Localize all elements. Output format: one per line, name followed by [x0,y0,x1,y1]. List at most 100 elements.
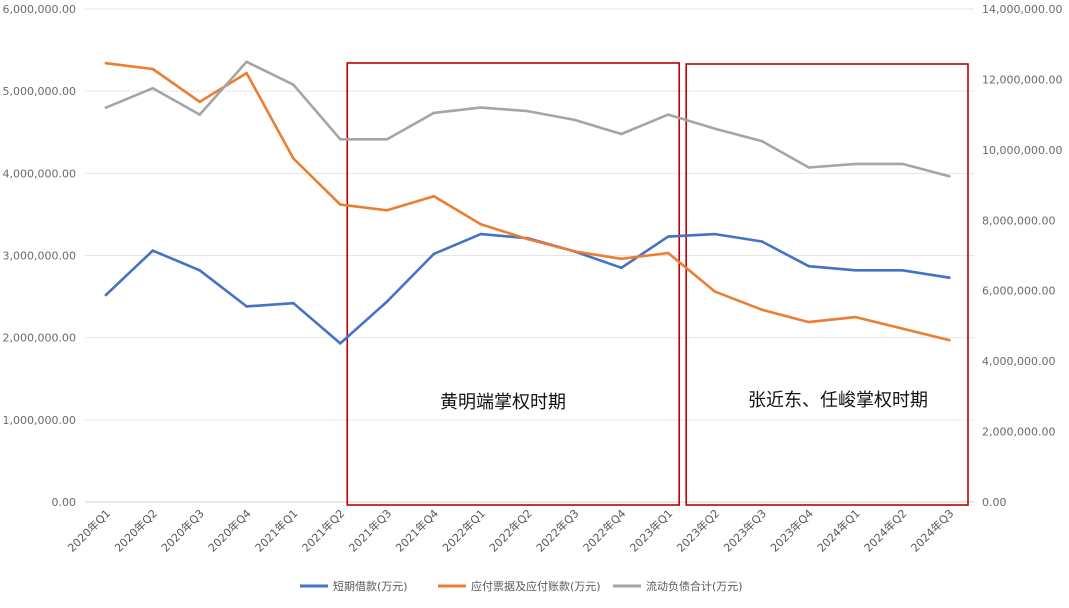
x-axis-tick-label: 2022年Q3 [533,506,582,555]
x-axis-tick-label: 2024年Q1 [814,506,863,555]
data-point [854,162,857,166]
right-axis-tick-label: 14,000,000.00 [982,3,1062,16]
x-axis-tick-label: 2020年Q3 [158,506,207,555]
left-axis-tick-label: 0.00 [52,496,77,509]
data-point [479,106,483,109]
data-point [948,174,951,178]
data-point [948,338,951,342]
data-point [385,137,389,141]
x-axis-tick-label: 2021年Q3 [346,506,395,555]
x-axis-tick-label: 2022年Q4 [580,506,629,555]
right-axis-tick-label: 2,000,000.00 [982,426,1055,439]
data-point [760,139,764,143]
data-point [948,276,951,279]
data-point [198,268,201,272]
grid-lines [85,8,974,503]
left-axis-tick-label: 6,000,000.00 [3,3,76,16]
x-axis-tick-label: 2020年Q4 [205,506,254,555]
left-axis-tick-label: 3,000,000.00 [3,250,76,263]
data-point [432,252,436,256]
data-point [198,100,201,104]
x-axis-tick-label: 2023年Q1 [627,506,676,555]
data-point [245,305,248,308]
data-point [666,235,670,238]
left-axis-tick-label: 1,000,000.00 [3,414,76,427]
series-line-1 [104,232,951,345]
right-y-axis: 0.00 2,000,000.00 4,000,000.00 6,000,000.00… [982,3,1062,509]
data-point [385,209,389,212]
x-axis-tick-label: 2022年Q1 [439,506,488,555]
right-axis-tick-label: 12,000,000.00 [982,73,1062,86]
x-axis-tick-label: 2020年Q1 [65,506,114,555]
right-axis-tick-label: 0.00 [982,496,1007,509]
x-axis-tick-label: 2023年Q2 [674,506,723,555]
data-point [620,266,623,270]
x-axis-tick-label: 2023年Q4 [767,506,816,555]
legend-label: 应付票据及应付账款(万元) [471,579,601,593]
annotation-label: 黄明端掌权时期 [440,392,566,413]
data-point [854,315,857,319]
annotation-boxes: 黄明端掌权时期 张近东、任峻掌权时期 [346,62,969,506]
data-point [807,264,811,268]
data-point [807,320,811,324]
data-point [901,162,904,166]
data-point [760,308,764,312]
x-axis-tick-label: 2021年Q2 [299,506,348,555]
right-axis-tick-label: 8,000,000.00 [982,214,1055,227]
annotation-box [685,63,969,506]
legend: 短期借款(万元) 应付票据及应付账款(万元) 流动负债合计(万元) [300,579,743,593]
x-axis-tick-label: 2023年Q3 [720,506,769,555]
series-lines [104,60,951,345]
data-point [338,342,342,345]
data-point [526,109,529,113]
data-point [573,118,576,122]
left-y-axis: 0.00 1,000,000.00 2,000,000.00 3,000,000.00… [3,3,76,509]
right-axis-tick-label: 6,000,000.00 [982,285,1055,298]
data-point [104,106,108,109]
data-point [338,137,342,141]
data-point [198,113,201,116]
data-point [104,293,108,297]
data-point [713,290,717,293]
data-point [151,67,155,71]
data-point [292,83,295,87]
series-line-3 [104,60,951,178]
left-axis-tick-label: 2,000,000.00 [3,332,76,345]
data-point [713,232,717,236]
right-axis-tick-label: 4,000,000.00 [982,355,1055,368]
data-point [854,268,857,272]
left-axis-tick-label: 5,000,000.00 [3,85,76,98]
series-line-2 [104,61,951,342]
x-axis-tick-label: 2020年Q2 [111,506,160,555]
annotation-box [346,62,681,506]
legend-label: 流动负债合计(万元) [646,579,743,593]
data-point [104,61,108,65]
data-point [151,249,155,252]
data-point [901,268,904,272]
data-point [666,251,670,255]
data-point [479,222,483,226]
annotation-label: 张近东、任峻掌权时期 [748,390,928,411]
data-point [901,327,904,330]
data-point [385,300,389,303]
x-axis-tick-label: 2021年Q1 [252,506,301,555]
data-point [713,127,717,131]
data-point [526,237,529,241]
data-point [666,113,670,116]
right-axis-tick-label: 10,000,000.00 [982,144,1062,157]
legend-label: 短期借款(万元) [333,579,408,593]
x-axis-tick-label: 2024年Q3 [908,506,957,555]
data-point [807,166,811,169]
data-point [245,71,248,75]
x-axis-tick-label: 2021年Q4 [393,506,442,555]
data-point [479,232,483,236]
data-point [573,250,576,253]
x-axis-tick-label: 2024年Q2 [861,506,910,555]
data-point [432,195,436,198]
data-point [620,132,623,136]
data-point [292,157,295,160]
data-point [760,240,764,243]
x-axis-tick-label: 2022年Q2 [486,506,535,555]
